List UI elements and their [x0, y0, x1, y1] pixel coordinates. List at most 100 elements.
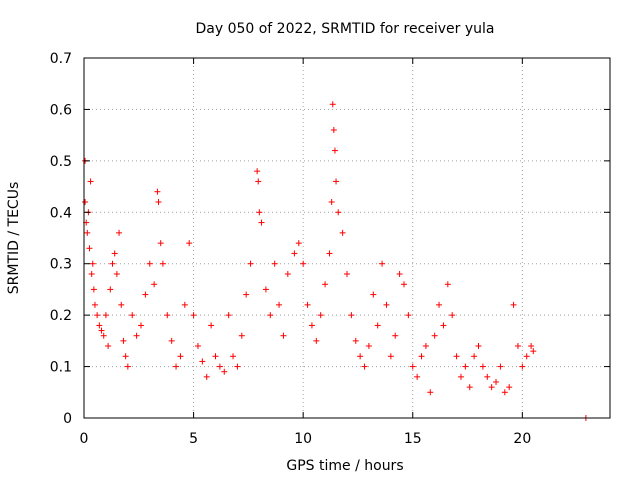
data-point	[387, 353, 394, 360]
y-tick-label: 0.7	[50, 51, 72, 67]
data-point	[91, 301, 98, 308]
data-point	[444, 281, 451, 288]
data-point	[339, 229, 346, 236]
data-point	[124, 363, 131, 370]
data-point	[113, 271, 120, 277]
data-point	[475, 343, 482, 349]
data-point	[449, 312, 456, 319]
y-axis-title: SRMTID / TECUs	[6, 182, 22, 295]
data-point	[107, 286, 114, 293]
data-point	[256, 209, 263, 216]
grid-lines	[84, 58, 610, 418]
data-point	[497, 363, 504, 370]
data-point	[105, 343, 112, 349]
data-point	[392, 332, 399, 339]
data-point	[155, 199, 162, 205]
data-point	[122, 353, 129, 360]
x-tick-labels: 0 5 10 15 20	[80, 431, 532, 447]
data-point	[159, 260, 166, 267]
data-point	[405, 312, 412, 319]
data-point	[89, 260, 96, 267]
data-point	[352, 337, 359, 344]
data-point	[466, 384, 473, 391]
x-tick-label: 20	[513, 431, 531, 447]
data-point	[291, 250, 298, 257]
data-point	[528, 343, 535, 349]
y-tick-label: 0.1	[50, 360, 72, 376]
data-point	[276, 301, 283, 308]
data-point	[82, 199, 89, 205]
x-axis-title: GPS time / hours	[286, 458, 403, 474]
data-point	[96, 322, 103, 329]
data-point	[365, 343, 372, 349]
data-point	[98, 327, 105, 334]
data-point	[194, 343, 201, 349]
data-point	[519, 363, 526, 370]
data-point	[344, 271, 350, 277]
data-point	[333, 178, 340, 185]
y-tick-label: 0	[63, 411, 72, 427]
data-point	[151, 281, 158, 288]
data-point	[418, 353, 425, 360]
data-point	[84, 229, 91, 236]
data-point	[322, 281, 329, 288]
data-point	[238, 332, 245, 339]
data-point	[186, 240, 193, 247]
data-point	[479, 363, 486, 370]
data-point	[230, 353, 237, 360]
data-point	[254, 168, 261, 175]
y-tick-labels: 0 0.1 0.2 0.3 0.4 0.5 0.6 0.7	[50, 51, 72, 427]
data-point	[234, 363, 241, 370]
data-point	[87, 178, 94, 185]
data-point	[471, 353, 478, 360]
data-point	[280, 332, 287, 339]
data-point	[370, 291, 377, 298]
data-point	[488, 384, 495, 391]
data-point	[109, 260, 116, 267]
data-point	[243, 291, 250, 298]
y-tick-label: 0.4	[50, 205, 72, 221]
data-point	[271, 260, 278, 267]
data-point	[326, 250, 333, 257]
data-point	[181, 301, 188, 308]
chart-title: Day 050 of 2022, SRMTID for receiver yul…	[195, 21, 494, 37]
data-point	[111, 250, 118, 257]
y-tick-label: 0.6	[50, 102, 72, 118]
data-point	[396, 271, 403, 277]
x-tick-label: 5	[189, 431, 198, 447]
data-point	[154, 188, 161, 195]
data-point	[510, 301, 517, 308]
data-point	[173, 363, 180, 370]
data-point	[440, 322, 447, 329]
data-point	[225, 312, 232, 319]
data-point	[501, 389, 508, 396]
data-point	[374, 322, 381, 329]
data-point	[177, 353, 184, 360]
data-point	[493, 379, 500, 385]
data-point	[120, 337, 127, 344]
data-point	[146, 260, 153, 267]
data-point	[300, 260, 307, 267]
data-point	[88, 271, 95, 277]
data-point	[129, 312, 136, 319]
data-point	[137, 322, 144, 329]
data-point	[203, 373, 210, 380]
data-point	[453, 353, 460, 360]
data-point	[164, 312, 171, 319]
data-point	[330, 127, 337, 133]
y-tick-label: 0.2	[50, 308, 72, 324]
data-point	[208, 322, 215, 329]
data-point	[94, 312, 101, 319]
data-point	[348, 312, 355, 319]
data-point	[361, 363, 368, 370]
data-point	[506, 384, 513, 391]
y-tick-label: 0.3	[50, 257, 72, 273]
y-tick-label: 0.5	[50, 154, 72, 170]
data-point	[335, 209, 342, 216]
data-point	[116, 229, 123, 236]
data-point	[199, 358, 206, 365]
data-point	[284, 271, 291, 277]
x-tick-label: 10	[294, 431, 312, 447]
data-point	[409, 363, 416, 370]
